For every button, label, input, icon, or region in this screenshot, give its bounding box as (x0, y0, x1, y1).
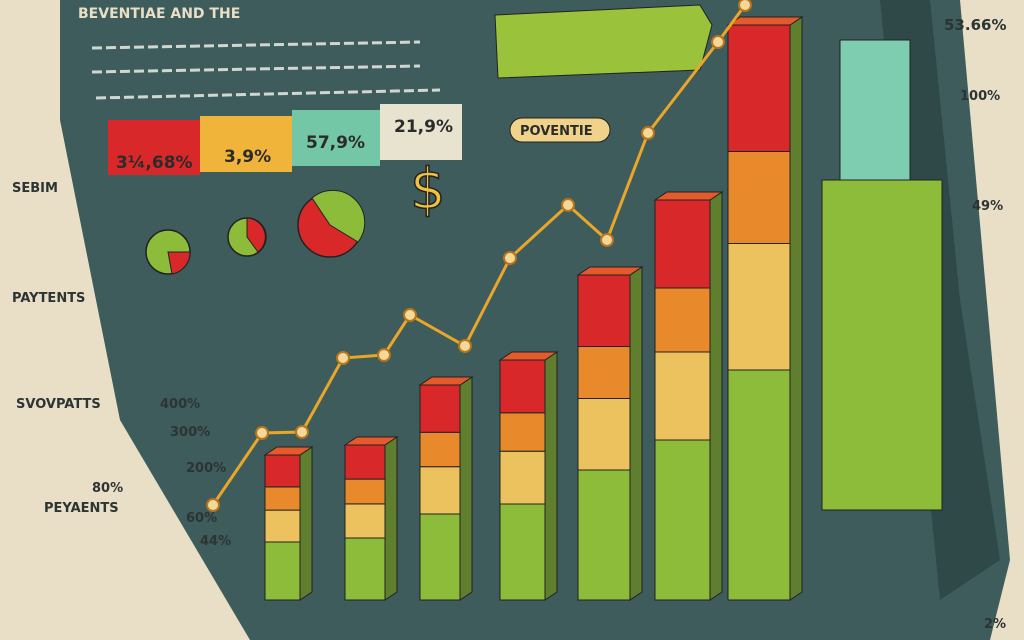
bar-top (576, 266, 644, 276)
bar-segment (344, 478, 386, 505)
bar-segment (654, 199, 711, 289)
left-label: PAYTENTS (12, 291, 85, 306)
trend-point (206, 498, 220, 512)
trend-point (561, 198, 575, 212)
bar-side (629, 266, 643, 601)
bar-side (709, 191, 723, 601)
bar-segment (727, 369, 791, 601)
stat-box (200, 116, 292, 172)
axis-label: 300% (170, 425, 210, 440)
bar-segment (499, 450, 546, 505)
bar-segment (419, 466, 461, 515)
bar-segment (577, 346, 631, 399)
right-label: 2% (984, 617, 1006, 632)
bar-segment (577, 274, 631, 347)
axis-label: 400% (160, 397, 200, 412)
bar-segment (654, 351, 711, 441)
callout (494, 4, 713, 79)
bar-side (459, 376, 473, 601)
tower (821, 179, 943, 511)
dollar-icon: $ (410, 157, 446, 222)
trend-point (503, 251, 517, 265)
bar-segment (264, 454, 301, 488)
bar-top (498, 351, 559, 361)
trend-point (255, 426, 269, 440)
bar-top (418, 376, 474, 386)
bar-segment (419, 513, 461, 601)
bar-segment (727, 151, 791, 244)
bar-segment (264, 541, 301, 601)
bar-top (653, 191, 724, 201)
bar-segment (499, 359, 546, 414)
title: BEVENTIAE AND THE (78, 6, 240, 22)
pies (145, 189, 366, 275)
bar-segment (654, 287, 711, 353)
bar-segment (344, 537, 386, 601)
bar-segment (499, 503, 546, 601)
bars (263, 16, 943, 601)
bar-segment (264, 509, 301, 543)
bar-segment (419, 384, 461, 433)
bar-segment (727, 24, 791, 152)
axis-label: 44% (200, 534, 231, 549)
left-label: PEYAENTS (44, 501, 119, 516)
stat-value: 3,9% (224, 147, 271, 167)
left-label: SEBIM (12, 181, 58, 196)
stat-box (292, 110, 380, 166)
axis-label: 60% (186, 511, 217, 526)
bar-top (343, 436, 399, 446)
axis-label: 200% (186, 461, 226, 476)
axis-label: 80% (92, 481, 123, 496)
bar-segment (654, 439, 711, 601)
left-label: SVOVPATTS (16, 397, 101, 412)
trend-point (711, 35, 725, 49)
bar-side (789, 16, 803, 601)
bar-top (726, 16, 804, 26)
trend-point (336, 351, 350, 365)
trend-point (600, 233, 614, 247)
callout-pill (509, 117, 611, 143)
bar-side (544, 351, 558, 601)
bar-segment (499, 412, 546, 452)
bar-segment (344, 503, 386, 539)
trend-point (377, 348, 391, 362)
stat-value: 3¼,68% (116, 153, 193, 173)
bar-segment (727, 243, 791, 371)
bar-side (384, 436, 398, 601)
bar-segment (264, 486, 301, 511)
right-label: 100% (960, 89, 1000, 104)
trend-line (206, 0, 752, 512)
stat-value: 57,9% (306, 133, 365, 153)
right-label: 53.66% (944, 16, 1006, 34)
tower-top (839, 39, 911, 181)
bar-segment (419, 431, 461, 468)
trend-point (458, 339, 472, 353)
bar-top (263, 446, 314, 456)
right-label: 49% (972, 199, 1003, 214)
bar-segment (577, 469, 631, 601)
callout-text: POVENTIE (520, 124, 593, 139)
trend-point (403, 308, 417, 322)
bar-segment (577, 398, 631, 471)
trend-point (738, 0, 752, 12)
bar-segment (344, 444, 386, 480)
trend-point (295, 425, 309, 439)
trend-point (641, 126, 655, 140)
stat-box (108, 120, 200, 175)
stat-value: 21,9% (394, 117, 453, 137)
stat-box (380, 104, 462, 160)
bar-side (299, 446, 313, 601)
text-lines (91, 40, 441, 100)
